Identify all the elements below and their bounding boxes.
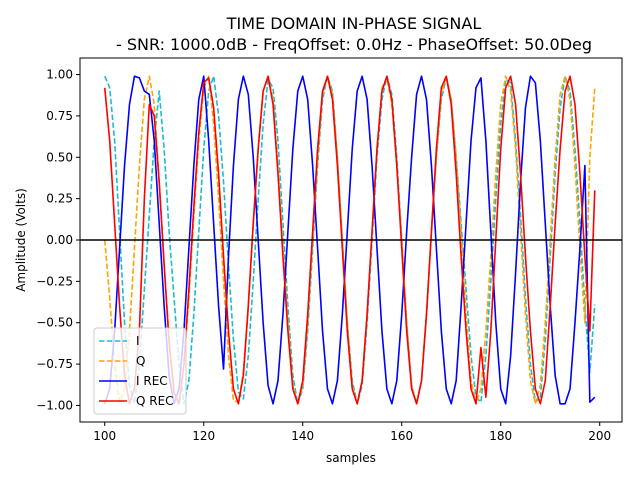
series-line-i-rec [103, 75, 596, 405]
x-tick-label: 180 [489, 429, 512, 443]
y-tick-label: 0.75 [46, 109, 73, 123]
y-tick-label: 0.50 [46, 150, 73, 164]
y-tick-label: −0.25 [36, 274, 73, 288]
legend: IQ I REC Q REC [93, 327, 187, 415]
chart-title-line2: - SNR: 1000.0dB - FreqOffset: 0.0Hz - Ph… [116, 35, 592, 54]
x-tick-label: 100 [93, 429, 116, 443]
y-tick-label: −0.50 [36, 316, 73, 330]
y-axis: −1.00 −0.75 −0.50 −0.25 0.00 0.25 0.50 0.75 1.00 [36, 68, 80, 412]
x-axis: 100 120 140 160 180 200 [93, 422, 611, 443]
series-line-i [104, 75, 596, 405]
legend-label: Q REC [136, 394, 174, 408]
y-tick-label: −1.00 [36, 398, 73, 412]
legend-label: I [136, 334, 140, 348]
y-axis-label: Amplitude (Volts) [14, 188, 28, 292]
legend-box [93, 327, 187, 415]
legend-label: I REC [136, 374, 168, 388]
y-tick-label: 0.00 [46, 233, 73, 247]
legend-label: Q [136, 354, 145, 368]
y-tick-label: −0.75 [36, 357, 73, 371]
x-tick-label: 120 [192, 429, 215, 443]
series-line-q-rec [103, 75, 596, 405]
y-tick-label: 1.00 [46, 68, 73, 82]
y-tick-label: 0.25 [46, 192, 73, 206]
x-tick-label: 140 [291, 429, 314, 443]
x-axis-label: samples [326, 451, 376, 465]
x-tick-label: 160 [390, 429, 413, 443]
x-tick-label: 200 [588, 429, 611, 443]
chart-title-line1: TIME DOMAIN IN-PHASE SIGNAL [226, 14, 482, 33]
